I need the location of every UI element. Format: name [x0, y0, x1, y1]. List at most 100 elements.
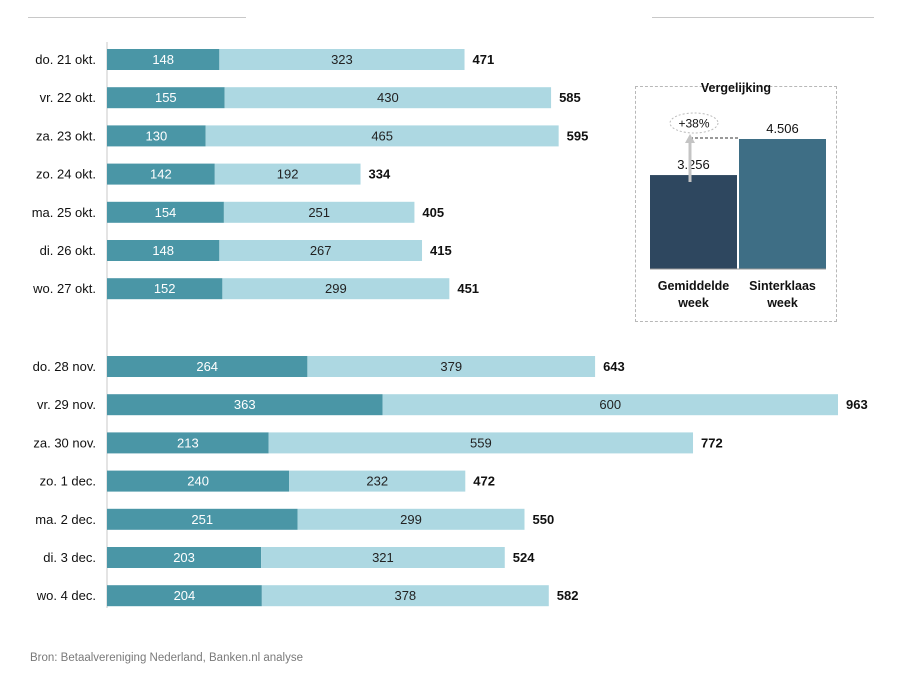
bar-online-retail — [107, 163, 215, 185]
category-label: zo. 24 okt. — [36, 167, 96, 182]
data-label-online: 148 — [152, 243, 174, 258]
bar-fysiek-retail — [223, 201, 415, 223]
category-label: do. 28 nov. — [33, 359, 96, 374]
bar-online-retail — [107, 49, 220, 70]
data-label-fysiek: 600 — [599, 397, 621, 412]
title-rule-right — [652, 17, 874, 18]
category-label: ma. 25 okt. — [32, 205, 96, 220]
bar-online-retail — [107, 125, 206, 147]
chart-title — [0, 7, 900, 24]
bar-online-retail — [107, 508, 298, 530]
data-label-online: 264 — [196, 359, 218, 374]
data-label-online: 154 — [155, 205, 177, 220]
data-label-fysiek: 192 — [277, 167, 299, 182]
data-label-fysiek: 251 — [308, 205, 330, 220]
data-label-total: 595 — [567, 128, 589, 143]
bar-fysiek-retail — [219, 240, 423, 261]
bar-fysiek-retail — [222, 278, 450, 300]
data-label-total: 415 — [430, 243, 452, 258]
increase-annotation: +38% — [678, 117, 709, 131]
category-label: di. 3 dec. — [43, 550, 96, 565]
category-label: di. 26 okt. — [40, 243, 96, 258]
source-note: Bron: Betaalvereniging Nederland, Banken… — [30, 652, 303, 664]
bar-fysiek-retail — [219, 49, 465, 70]
data-label-total: 585 — [559, 90, 581, 105]
data-label-fysiek: 430 — [377, 90, 399, 105]
increase-arrow-head — [685, 134, 695, 143]
bar-fysiek-retail — [297, 508, 525, 530]
data-label-total: 772 — [701, 435, 723, 450]
bar-fysiek-retail — [261, 585, 549, 607]
bar-online-retail — [107, 547, 262, 568]
category-label: vr. 22 okt. — [40, 90, 96, 105]
bar-fysiek-retail — [214, 163, 361, 185]
data-label-fysiek: 378 — [394, 588, 416, 603]
category-label: wo. 27 okt. — [32, 281, 96, 296]
bar-fysiek-retail — [268, 432, 694, 454]
data-label-total: 524 — [513, 550, 535, 565]
bar-online-retail — [107, 278, 223, 300]
data-label-total: 963 — [846, 397, 868, 412]
data-label-online: 204 — [174, 588, 196, 603]
data-label-online: 213 — [177, 435, 199, 450]
bar-online-retail — [107, 394, 383, 416]
data-label-total: 471 — [473, 52, 495, 67]
bar-fysiek-retail — [205, 125, 559, 147]
data-label-fysiek: 232 — [366, 474, 388, 489]
bar-online-retail — [107, 432, 269, 454]
data-label-online: 152 — [154, 281, 176, 296]
bar-online-retail — [107, 201, 224, 223]
increase-annotation-bubble — [669, 112, 719, 134]
data-label-online: 130 — [145, 128, 167, 143]
inset-category-label: week — [766, 296, 798, 310]
category-label: do. 21 okt. — [35, 52, 96, 67]
data-label-fysiek: 321 — [372, 550, 394, 565]
inset-title: Vergelijking — [701, 81, 771, 95]
data-label-online: 363 — [234, 397, 256, 412]
data-label-online: 251 — [191, 512, 213, 527]
data-label-total: 550 — [532, 512, 554, 527]
bar-online-retail — [107, 87, 225, 109]
data-label-fysiek: 323 — [331, 52, 353, 67]
inset-value-label: 3.256 — [677, 157, 710, 172]
data-label-total: 451 — [457, 281, 479, 296]
bar-gemiddelde-week — [650, 175, 737, 269]
data-label-fysiek: 465 — [371, 128, 393, 143]
inset-category-label: Sinterklaas — [749, 279, 816, 293]
bar-fysiek-retail — [382, 394, 838, 416]
data-label-total: 405 — [422, 205, 444, 220]
data-label-total: 582 — [557, 588, 579, 603]
inset-category-label: Gemiddelde — [658, 279, 730, 293]
category-label: ma. 2 dec. — [35, 512, 96, 527]
bar-online-retail — [107, 356, 308, 377]
data-label-online: 155 — [155, 90, 177, 105]
bar-online-retail — [107, 470, 290, 492]
data-label-online: 148 — [152, 52, 174, 67]
title-rule-left — [28, 17, 246, 18]
category-label: zo. 1 dec. — [40, 474, 96, 489]
bar-sinterklaas-week — [739, 139, 826, 269]
bar-fysiek-retail — [261, 547, 505, 568]
category-label: vr. 29 nov. — [37, 397, 96, 412]
chart-title-bar — [0, 6, 900, 30]
data-label-fysiek: 559 — [470, 435, 492, 450]
data-label-fysiek: 299 — [325, 281, 347, 296]
category-label: za. 23 okt. — [36, 128, 96, 143]
data-label-fysiek: 267 — [310, 243, 332, 258]
data-label-online: 240 — [187, 474, 209, 489]
bar-fysiek-retail — [307, 356, 596, 377]
data-label-total: 643 — [603, 359, 625, 374]
data-label-online: 142 — [150, 167, 172, 182]
data-label-fysiek: 379 — [440, 359, 462, 374]
data-label-total: 472 — [473, 474, 495, 489]
comparison-inset-frame — [635, 86, 837, 322]
data-label-fysiek: 299 — [400, 512, 422, 527]
data-label-online: 203 — [173, 550, 195, 565]
bar-fysiek-retail — [224, 87, 552, 109]
bar-online-retail — [107, 240, 220, 261]
data-label-total: 334 — [369, 167, 391, 182]
category-label: wo. 4 dec. — [36, 588, 96, 603]
inset-category-label: week — [677, 296, 709, 310]
